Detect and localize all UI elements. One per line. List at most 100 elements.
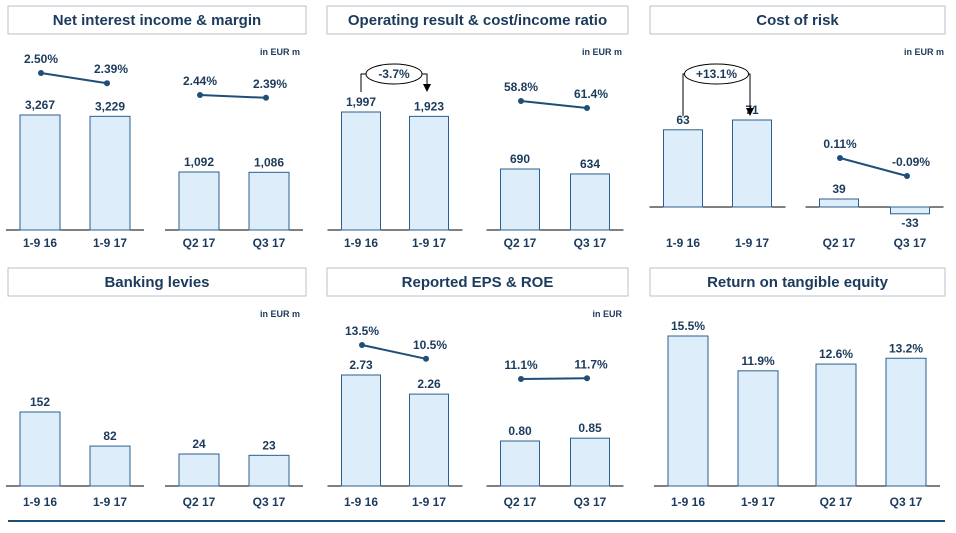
data-label-opres-1-1: 634 [580, 157, 600, 171]
bar-nii-0-1 [89, 115, 131, 231]
tick-label-eps-1-0: Q2 17 [504, 495, 537, 509]
tick-label-nii-0-0: 1-9 16 [23, 236, 57, 250]
ratio-label-nii-1-0: 2.44% [183, 74, 217, 88]
tick-label-opres-1-1: Q3 17 [574, 236, 607, 250]
ratio-point-nii-1-1 [263, 94, 269, 101]
data-label-nii-1-1: 1,086 [254, 155, 284, 169]
data-label-eps-1-1: 0.85 [578, 421, 602, 435]
bar-cor-0-0 [663, 129, 703, 208]
chart-title-nii: Net interest income & margin [53, 12, 261, 29]
ratio-line-eps-1 [520, 377, 588, 380]
tick-label-cor-0-0: 1-9 16 [666, 236, 700, 250]
bar-rote-0-0 [667, 335, 709, 487]
bar-levies-0-1 [89, 445, 131, 487]
ratio-label-cor-1-1: -0.09% [892, 155, 930, 169]
data-label-levies-0-0: 152 [30, 395, 50, 409]
tick-label-nii-1-1: Q3 17 [253, 236, 286, 250]
tick-label-levies-0-1: 1-9 17 [93, 495, 127, 509]
tick-label-rote-0-2: Q2 17 [820, 495, 853, 509]
bar-cor-1-0 [819, 198, 859, 208]
ratio-label-eps-0-1: 10.5% [413, 338, 447, 352]
data-label-eps-0-1: 2.26 [417, 377, 441, 391]
bar-eps-0-0 [341, 374, 381, 487]
data-label-cor-0-0: 63 [676, 113, 690, 127]
unit-label-levies: in EUR m [260, 309, 300, 319]
change-oval-opres [365, 63, 423, 85]
data-label-eps-0-0: 2.73 [349, 358, 373, 372]
bar-cor-0-1 [732, 119, 772, 208]
unit-label-cor: in EUR m [904, 47, 944, 57]
ratio-point-opres-1-1 [584, 105, 590, 112]
data-label-opres-1-0: 690 [510, 152, 530, 166]
ratio-point-nii-0-0 [38, 70, 44, 76]
bar-eps-1-1 [570, 437, 610, 487]
change-label-cor: +13.1% [696, 67, 737, 81]
tick-label-cor-0-1: 1-9 17 [735, 236, 769, 250]
bar-opres-0-1 [409, 115, 449, 231]
tick-label-eps-1-1: Q3 17 [574, 495, 607, 509]
ratio-label-opres-1-1: 61.4% [574, 87, 608, 101]
data-label-rote-0-2: 12.6% [819, 347, 853, 361]
bar-levies-1-1 [248, 454, 290, 487]
tick-label-rote-0-0: 1-9 16 [671, 495, 705, 509]
change-label-opres: -3.7% [378, 67, 410, 81]
bar-levies-0-0 [19, 411, 61, 487]
data-label-cor-1-1: -33 [901, 216, 919, 230]
ratio-line-cor-1 [839, 157, 908, 177]
data-label-rote-0-0: 15.5% [671, 319, 705, 333]
ratio-line-eps-0 [361, 344, 427, 360]
bar-nii-0-0 [19, 114, 61, 231]
tick-label-opres-1-0: Q2 17 [504, 236, 537, 250]
arrow-down-icon [746, 108, 754, 116]
panel-header-eps [326, 267, 629, 297]
ratio-point-nii-0-1 [104, 80, 110, 87]
bar-rote-0-3 [885, 357, 927, 487]
tick-label-opres-0-0: 1-9 16 [344, 236, 378, 250]
data-label-eps-1-0: 0.80 [508, 424, 532, 438]
data-label-rote-0-3: 13.2% [889, 341, 923, 355]
bar-cor-1-1 [890, 206, 930, 215]
panel-header-cor [649, 5, 946, 35]
bar-opres-1-1 [570, 173, 610, 231]
bar-opres-1-0 [500, 168, 540, 231]
ratio-point-cor-1-1 [904, 173, 910, 179]
tick-label-nii-0-1: 1-9 17 [93, 236, 127, 250]
data-label-nii-0-1: 3,229 [95, 99, 125, 113]
data-label-levies-0-1: 82 [103, 429, 117, 443]
ratio-point-eps-0-0 [359, 342, 365, 348]
ratio-point-nii-1-0 [197, 92, 203, 98]
unit-label-opres: in EUR m [582, 47, 622, 57]
bar-levies-1-0 [178, 453, 220, 487]
unit-label-nii: in EUR m [260, 47, 300, 57]
ratio-label-cor-1-0: 0.11% [823, 137, 857, 151]
chart-title-levies: Banking levies [104, 274, 209, 291]
bar-nii-1-0 [178, 171, 220, 231]
tick-label-eps-0-1: 1-9 17 [412, 495, 446, 509]
panel-header-nii [7, 5, 307, 35]
tick-label-opres-0-1: 1-9 17 [412, 236, 446, 250]
bar-eps-1-0 [500, 440, 540, 487]
data-label-nii-0-0: 3,267 [25, 98, 55, 112]
chart-title-rote: Return on tangible equity [707, 274, 888, 291]
tick-label-eps-0-0: 1-9 16 [344, 495, 378, 509]
ratio-label-eps-0-0: 13.5% [345, 324, 379, 338]
tick-label-rote-0-3: Q3 17 [890, 495, 923, 509]
data-label-nii-1-0: 1,092 [184, 155, 214, 169]
tick-label-levies-1-1: Q3 17 [253, 495, 286, 509]
unit-label-eps: in EUR [592, 309, 622, 319]
bar-rote-0-1 [737, 370, 779, 487]
ratio-line-opres-1 [520, 100, 588, 110]
bar-rote-0-2 [815, 363, 857, 487]
tick-label-rote-0-1: 1-9 17 [741, 495, 775, 509]
arrow-down-icon [423, 84, 431, 92]
ratio-label-nii-0-0: 2.50% [24, 52, 58, 66]
ratio-label-nii-0-1: 2.39% [94, 62, 128, 76]
tick-label-levies-0-0: 1-9 16 [23, 495, 57, 509]
chart-title-cor: Cost of risk [756, 12, 839, 29]
tick-label-cor-1-0: Q2 17 [823, 236, 856, 250]
data-label-opres-0-1: 1,923 [414, 99, 444, 113]
tick-label-nii-1-0: Q2 17 [183, 236, 216, 250]
ratio-label-nii-1-1: 2.39% [253, 77, 287, 91]
change-oval-cor [684, 63, 749, 85]
